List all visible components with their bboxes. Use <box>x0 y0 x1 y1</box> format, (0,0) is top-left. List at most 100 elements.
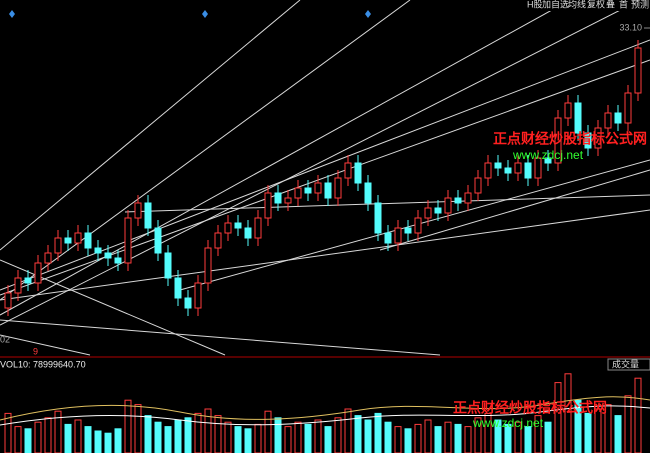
volume-bar <box>114 428 122 453</box>
candle-body <box>214 232 222 249</box>
volume-bar <box>624 395 632 453</box>
toolbar-items: H股 加自选均线 复权叠首预测 <box>527 0 649 9</box>
volume-bar <box>524 426 532 453</box>
volume-bar <box>344 408 352 453</box>
ma-line <box>0 405 650 426</box>
trend-line <box>0 334 91 356</box>
volume-bar <box>314 419 322 453</box>
candle-body <box>494 162 502 169</box>
toolbar-item[interactable]: 加自选 <box>542 0 569 9</box>
volume-bar <box>464 426 472 453</box>
trend-line <box>0 319 441 356</box>
volume-bar <box>154 421 162 453</box>
volume-label-box <box>607 358 650 371</box>
volume-bar <box>194 412 202 453</box>
diamond <box>365 10 371 18</box>
volume-bar <box>44 417 52 453</box>
candle-body <box>244 227 252 239</box>
volume-bar <box>124 399 132 453</box>
volume-bar <box>94 430 102 453</box>
candle-body <box>344 162 352 179</box>
toolbar-item[interactable]: 叠 <box>606 0 615 9</box>
volume-bar <box>264 410 272 453</box>
corner-label: 02 <box>0 334 10 344</box>
candle-body <box>324 182 332 199</box>
candle-body <box>404 227 412 234</box>
volume-bar <box>294 421 302 453</box>
volume-bar <box>364 419 372 453</box>
volume-bar <box>534 415 542 453</box>
candle-body <box>624 92 632 124</box>
volume-bar <box>104 432 112 453</box>
candle-body <box>104 252 112 259</box>
volume-bar <box>284 426 292 453</box>
candle-body <box>454 197 462 204</box>
candle-body <box>84 232 92 249</box>
trend-line <box>379 169 650 251</box>
volume-bar <box>384 421 392 453</box>
volume-bar <box>594 408 602 453</box>
candle-body <box>234 222 242 229</box>
volume-bar <box>434 426 442 453</box>
volume-bar <box>84 426 92 453</box>
volume-bar <box>614 415 622 453</box>
candle-body <box>184 297 192 309</box>
volume-bar <box>634 377 642 453</box>
volume-bar <box>224 421 232 453</box>
ma-line <box>0 396 650 421</box>
volume-bar <box>254 423 262 453</box>
candle-body <box>294 187 302 199</box>
volume-bar <box>4 412 12 453</box>
candle-body <box>584 132 592 149</box>
diamond <box>9 10 15 18</box>
volume-bar <box>544 421 552 453</box>
candle-body <box>484 162 492 179</box>
volume-bar <box>604 404 612 453</box>
candle-body <box>544 157 552 164</box>
toolbar-item[interactable]: 首 <box>619 0 628 9</box>
toolbar-item[interactable]: 复权 <box>587 0 605 9</box>
candle-body <box>204 247 212 284</box>
candle-body <box>604 112 612 129</box>
candle-body <box>574 102 582 134</box>
candle-body <box>54 237 62 254</box>
candle-body <box>314 182 322 194</box>
candle-body <box>14 277 22 294</box>
trend-line <box>124 194 650 213</box>
y-tick-label: 33.10 <box>619 22 642 32</box>
candle-body <box>534 157 542 179</box>
diamonds <box>9 10 371 18</box>
candle-body <box>114 257 122 264</box>
volume-bar <box>54 410 62 453</box>
candle-body <box>444 197 452 214</box>
watermark-title: 正点财经炒股指标公式网 <box>453 400 607 416</box>
candle-body <box>394 227 402 244</box>
volume-bar <box>14 426 22 453</box>
candle-body <box>384 232 392 244</box>
toolbar-item[interactable]: 均线 <box>568 0 586 9</box>
candle-body <box>374 202 382 234</box>
candle-body <box>504 167 512 174</box>
candle-body <box>174 277 182 299</box>
volume-bar <box>64 423 72 453</box>
candle-body <box>354 162 362 184</box>
candle-body <box>334 177 342 199</box>
candle-body <box>4 292 12 309</box>
candle-body <box>594 127 602 149</box>
volume-bar <box>454 423 462 453</box>
volume-bar <box>204 408 212 453</box>
toolbar-item[interactable]: 预测 <box>631 0 649 9</box>
candle-body <box>434 207 442 214</box>
volume-bar <box>394 426 402 453</box>
volume-bar <box>24 428 32 453</box>
volume-bar <box>414 423 422 453</box>
volume-bar <box>174 419 182 453</box>
watermark-url: www.zdcj.net <box>512 148 584 162</box>
candle-body <box>284 197 292 204</box>
candle-body <box>224 222 232 234</box>
candle-body <box>94 247 102 254</box>
volume-bar <box>144 415 152 453</box>
toolbar-item[interactable]: H股 <box>527 0 543 9</box>
